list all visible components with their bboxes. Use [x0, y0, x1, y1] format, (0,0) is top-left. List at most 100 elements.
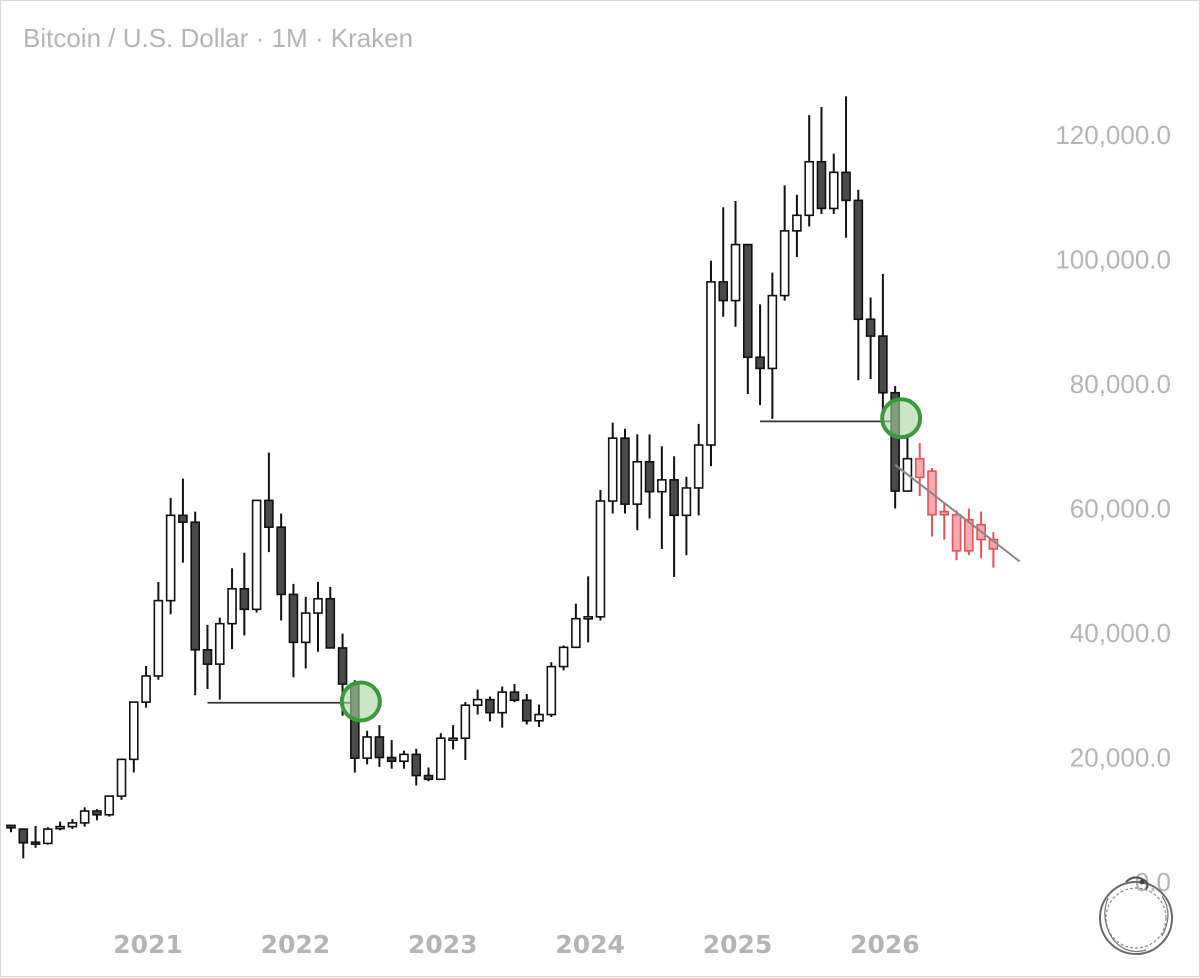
candle: [18, 828, 29, 859]
candle-body: [779, 230, 790, 297]
candle-body: [55, 825, 65, 830]
candle-body: [141, 675, 151, 703]
candle: [227, 568, 237, 650]
candle: [718, 207, 729, 317]
candle: [816, 106, 827, 215]
y-axis: 0.020,000.040,000.060,000.080,000.0100,0…: [1055, 120, 1171, 897]
candle: [878, 273, 888, 421]
candle-body: [325, 597, 336, 649]
candle-body: [718, 281, 729, 302]
candle: [767, 272, 778, 419]
candle-body: [104, 795, 115, 816]
candle: [779, 185, 790, 301]
candle-body: [853, 199, 864, 321]
candle-body: [362, 736, 372, 759]
candle: [472, 689, 483, 715]
candle-body: [964, 518, 974, 552]
candle-body: [485, 698, 495, 714]
candle-body: [595, 500, 606, 618]
candle: [620, 428, 630, 514]
candle-body: [620, 437, 630, 505]
candle: [362, 730, 372, 765]
candle-body: [472, 698, 483, 707]
x-tick-label: 2021: [113, 930, 183, 959]
candle-body: [657, 479, 667, 493]
candle-body: [423, 774, 434, 781]
candle-body: [951, 513, 962, 552]
support-lines: [207, 420, 896, 704]
candle: [607, 422, 618, 514]
candle: [755, 304, 765, 406]
candle: [104, 795, 115, 817]
candle: [509, 684, 520, 703]
candle-body: [792, 214, 802, 232]
candle: [178, 478, 188, 563]
candle: [399, 750, 409, 769]
candle: [571, 603, 581, 649]
candle-body: [878, 335, 888, 394]
candle: [79, 807, 90, 827]
candle-body: [816, 160, 827, 210]
candle-body: [264, 499, 274, 528]
candle: [55, 821, 65, 831]
candle: [595, 489, 606, 621]
highlight-circle: [339, 680, 382, 723]
candle: [902, 433, 913, 492]
candle-body: [276, 526, 286, 596]
candle: [141, 665, 151, 708]
candle-body: [6, 824, 16, 829]
candle-body: [153, 599, 164, 677]
candle-body: [399, 753, 409, 763]
candle: [583, 576, 593, 643]
candle-body: [165, 514, 176, 602]
candle-body: [497, 691, 508, 714]
projection-candle: [951, 510, 962, 561]
x-tick-label: 2025: [703, 930, 773, 959]
x-tick-label: 2024: [555, 930, 625, 959]
projection-candle: [927, 468, 937, 537]
x-tick-label: 2023: [408, 930, 478, 959]
candle: [485, 696, 495, 722]
y-tick-label: 100,000.0: [1055, 245, 1171, 275]
candle: [92, 809, 102, 821]
candle: [828, 153, 839, 215]
y-tick-label: 40,000.0: [1070, 618, 1171, 648]
candle-body: [755, 356, 765, 370]
candle-body: [828, 171, 839, 210]
candle: [657, 446, 667, 549]
candle: [30, 825, 41, 848]
candle: [386, 740, 397, 769]
candle: [669, 456, 679, 577]
candle-body: [558, 646, 569, 668]
candle-body: [190, 521, 200, 651]
candle-body: [583, 616, 593, 620]
candle-body: [337, 647, 348, 685]
candle-body: [841, 171, 851, 202]
candle: [792, 194, 802, 258]
candle: [6, 824, 16, 833]
candle: [214, 617, 225, 700]
ouroboros-logo: [1099, 876, 1173, 955]
candle-body: [227, 588, 237, 625]
candle: [264, 452, 274, 553]
candle: [546, 662, 557, 718]
candle-body: [129, 701, 139, 761]
candle-body: [669, 479, 679, 517]
candle-body: [300, 612, 311, 644]
candle: [251, 499, 262, 613]
candle: [460, 702, 471, 760]
candle: [153, 581, 164, 680]
candle-body: [681, 487, 692, 517]
candle: [276, 513, 286, 621]
candle: [644, 434, 655, 519]
candle: [448, 725, 458, 750]
candle: [411, 748, 422, 786]
candles: [6, 96, 999, 859]
projection-candle: [988, 532, 999, 568]
candle: [853, 189, 864, 381]
candle-body: [804, 160, 815, 217]
candle: [239, 552, 250, 636]
candle-body: [239, 588, 250, 611]
candle: [165, 497, 176, 615]
